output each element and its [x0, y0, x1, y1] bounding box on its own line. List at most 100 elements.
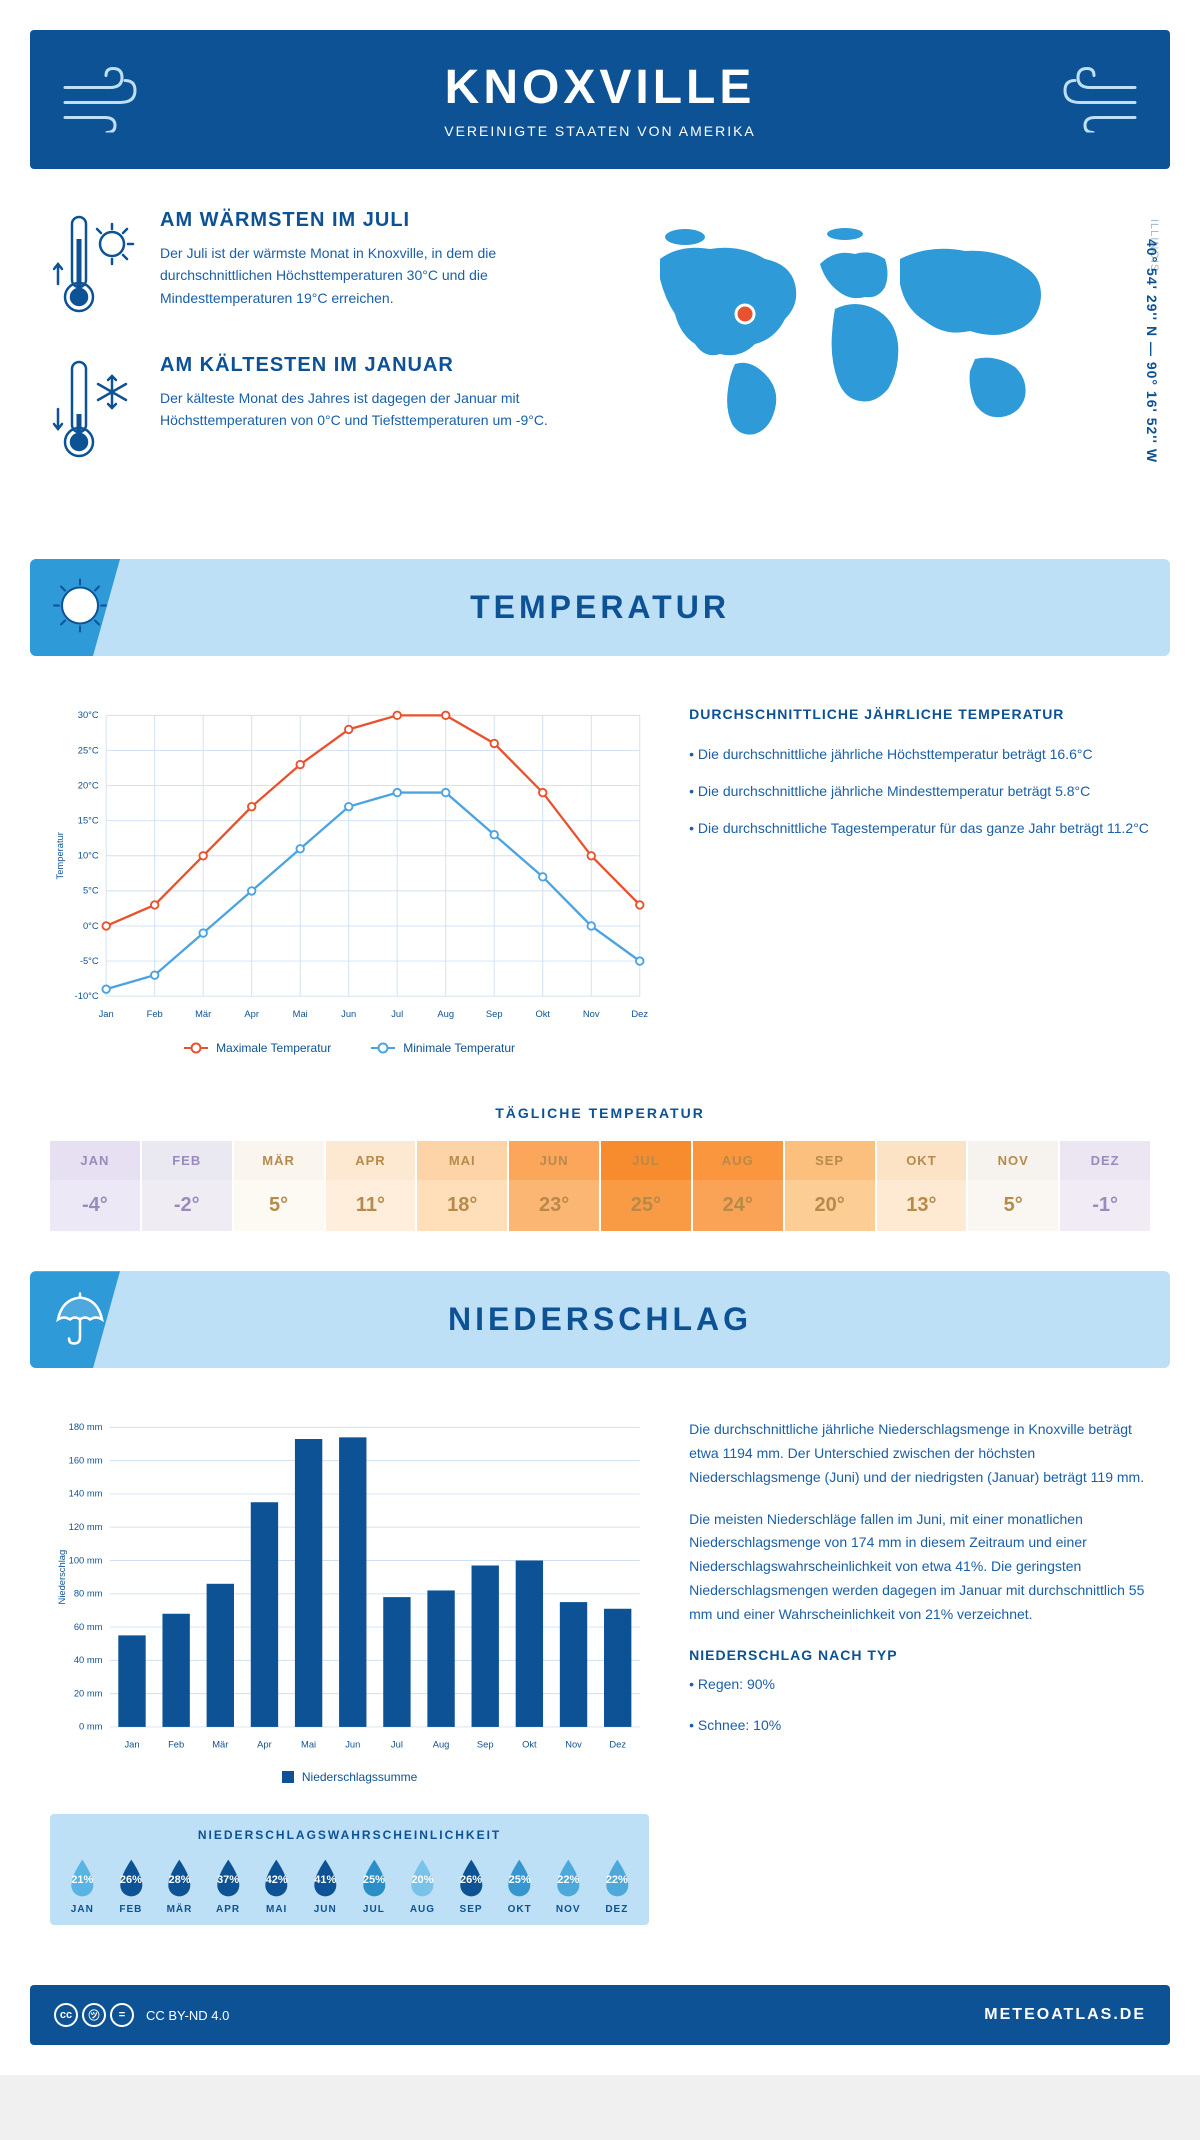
- prob-cell: 26%FEB: [109, 1856, 154, 1915]
- svg-text:Jan: Jan: [124, 1740, 139, 1750]
- temp-info-bullet: • Die durchschnittliche jährliche Mindes…: [689, 779, 1150, 804]
- svg-text:-10°C: -10°C: [75, 991, 99, 1001]
- thermometer-hot-icon: [50, 209, 140, 324]
- daily-temp-cell: MAI18°: [417, 1141, 507, 1231]
- svg-text:Jul: Jul: [391, 1740, 403, 1750]
- temperature-body: -10°C-5°C0°C5°C10°C15°C20°C25°C30°CJanFe…: [30, 676, 1170, 1085]
- svg-text:Feb: Feb: [147, 1009, 163, 1019]
- svg-text:40 mm: 40 mm: [74, 1655, 103, 1665]
- svg-text:Nov: Nov: [583, 1009, 600, 1019]
- svg-text:Mär: Mär: [212, 1740, 228, 1750]
- svg-text:Aug: Aug: [437, 1009, 454, 1019]
- footer: cc ㋡ = CC BY-ND 4.0 METEOATLAS.DE: [30, 1985, 1170, 2045]
- cc-icon: cc: [54, 2003, 78, 2027]
- svg-text:Okt: Okt: [522, 1740, 537, 1750]
- prob-cell: 20%AUG: [400, 1856, 445, 1915]
- prob-cell: 25%OKT: [497, 1856, 542, 1915]
- svg-text:60 mm: 60 mm: [74, 1622, 103, 1632]
- svg-text:Jun: Jun: [345, 1740, 360, 1750]
- intro-section: AM WÄRMSTEN IM JULI Der Juli ist der wär…: [30, 169, 1170, 539]
- svg-text:Okt: Okt: [535, 1009, 550, 1019]
- svg-text:0 mm: 0 mm: [79, 1722, 103, 1732]
- svg-text:80 mm: 80 mm: [74, 1589, 103, 1599]
- sun-icon: [50, 575, 110, 640]
- svg-text:Dez: Dez: [609, 1740, 626, 1750]
- svg-text:5°C: 5°C: [83, 886, 99, 896]
- temperature-heading: TEMPERATUR: [50, 589, 1150, 626]
- license-text: CC BY-ND 4.0: [146, 2008, 229, 2023]
- temperature-chart: -10°C-5°C0°C5°C10°C15°C20°C25°C30°CJanFe…: [50, 706, 649, 1055]
- svg-text:Sep: Sep: [486, 1009, 503, 1019]
- precip-type-heading: NIEDERSCHLAG NACH TYP: [689, 1647, 1150, 1663]
- infographic-page: KNOXVILLE VEREINIGTE STAATEN VON AMERIKA…: [0, 0, 1200, 2075]
- prob-cell: 21%JAN: [60, 1856, 105, 1915]
- svg-text:Dez: Dez: [631, 1009, 648, 1019]
- umbrella-icon: [50, 1287, 110, 1352]
- precip-paragraph-2: Die meisten Niederschläge fallen im Juni…: [689, 1508, 1150, 1627]
- svg-text:180 mm: 180 mm: [69, 1422, 103, 1432]
- prob-cell: 37%APR: [206, 1856, 251, 1915]
- prob-heading: NIEDERSCHLAGSWAHRSCHEINLICHKEIT: [60, 1828, 639, 1842]
- svg-text:Apr: Apr: [244, 1009, 259, 1019]
- legend-min-label: Minimale Temperatur: [403, 1041, 515, 1055]
- world-map-icon: [620, 209, 1060, 449]
- prob-cell: 42%MAI: [254, 1856, 299, 1915]
- header-banner: KNOXVILLE VEREINIGTE STAATEN VON AMERIKA: [30, 30, 1170, 169]
- svg-text:Apr: Apr: [257, 1740, 272, 1750]
- svg-text:Sep: Sep: [477, 1740, 494, 1750]
- precip-paragraph-1: Die durchschnittliche jährliche Niedersc…: [689, 1418, 1150, 1489]
- city-title: KNOXVILLE: [50, 60, 1150, 115]
- svg-text:Mai: Mai: [301, 1740, 316, 1750]
- precipitation-chart-column: 0 mm20 mm40 mm60 mm80 mm100 mm120 mm140 …: [50, 1418, 649, 1925]
- svg-text:Jun: Jun: [341, 1009, 356, 1019]
- svg-text:Temperatur: Temperatur: [55, 832, 65, 879]
- svg-text:Jan: Jan: [99, 1009, 114, 1019]
- temperature-legend: Maximale Temperatur Minimale Temperatur: [50, 1041, 649, 1055]
- footer-license: cc ㋡ = CC BY-ND 4.0: [54, 2003, 229, 2027]
- precipitation-banner: NIEDERSCHLAG: [30, 1271, 1170, 1368]
- svg-text:Jul: Jul: [391, 1009, 403, 1019]
- daily-temp-cell: JAN-4°: [50, 1141, 140, 1231]
- precipitation-probability: NIEDERSCHLAGSWAHRSCHEINLICHKEIT 21%JAN26…: [50, 1814, 649, 1925]
- coordinates: 40° 54' 29'' N — 90° 16' 52'' W: [1144, 239, 1160, 463]
- precip-legend-label: Niederschlagssumme: [302, 1770, 417, 1784]
- svg-text:-5°C: -5°C: [80, 956, 99, 966]
- daily-temp-heading: TÄGLICHE TEMPERATUR: [50, 1105, 1150, 1121]
- svg-text:100 mm: 100 mm: [69, 1556, 103, 1566]
- precipitation-heading: NIEDERSCHLAG: [50, 1301, 1150, 1338]
- daily-temp-cell: JUN23°: [509, 1141, 599, 1231]
- coldest-title: AM KÄLTESTEN IM JANUAR: [160, 354, 580, 377]
- prob-cell: 26%SEP: [449, 1856, 494, 1915]
- country-subtitle: VEREINIGTE STAATEN VON AMERIKA: [50, 123, 1150, 139]
- daily-temp-cell: OKT13°: [877, 1141, 967, 1231]
- prob-cell: 25%JUL: [352, 1856, 397, 1915]
- prob-cell: 22%NOV: [546, 1856, 591, 1915]
- svg-text:30°C: 30°C: [78, 710, 99, 720]
- precipitation-body: 0 mm20 mm40 mm60 mm80 mm100 mm120 mm140 …: [30, 1388, 1170, 1955]
- svg-text:25°C: 25°C: [78, 745, 99, 755]
- svg-text:Mär: Mär: [195, 1009, 211, 1019]
- intro-text-column: AM WÄRMSTEN IM JULI Der Juli ist der wär…: [50, 209, 580, 499]
- prob-cell: 41%JUN: [303, 1856, 348, 1915]
- precip-type-bullet: • Regen: 90%: [689, 1673, 1150, 1697]
- temp-info-bullet: • Die durchschnittliche Tagestemperatur …: [689, 816, 1150, 841]
- warmest-title: AM WÄRMSTEN IM JULI: [160, 209, 580, 232]
- svg-text:20°C: 20°C: [78, 780, 99, 790]
- footer-site: METEOATLAS.DE: [984, 2006, 1146, 2024]
- svg-text:160 mm: 160 mm: [69, 1456, 103, 1466]
- daily-temp-cell: MÄR5°: [234, 1141, 324, 1231]
- svg-text:Feb: Feb: [168, 1740, 184, 1750]
- daily-temp-cell: SEP20°: [785, 1141, 875, 1231]
- daily-temp-cell: FEB-2°: [142, 1141, 232, 1231]
- precipitation-bar-chart: 0 mm20 mm40 mm60 mm80 mm100 mm120 mm140 …: [50, 1418, 649, 1755]
- location-marker-icon: [736, 305, 754, 323]
- svg-text:120 mm: 120 mm: [69, 1522, 103, 1532]
- daily-temp-cell: NOV5°: [968, 1141, 1058, 1231]
- wind-icon: [1050, 62, 1140, 137]
- nd-icon: =: [110, 2003, 134, 2027]
- precipitation-text: Die durchschnittliche jährliche Niedersc…: [689, 1418, 1150, 1756]
- warmest-block: AM WÄRMSTEN IM JULI Der Juli ist der wär…: [50, 209, 580, 324]
- daily-temp-cell: AUG24°: [693, 1141, 783, 1231]
- svg-text:Niederschlag: Niederschlag: [57, 1550, 67, 1605]
- prob-cell: 22%DEZ: [595, 1856, 640, 1915]
